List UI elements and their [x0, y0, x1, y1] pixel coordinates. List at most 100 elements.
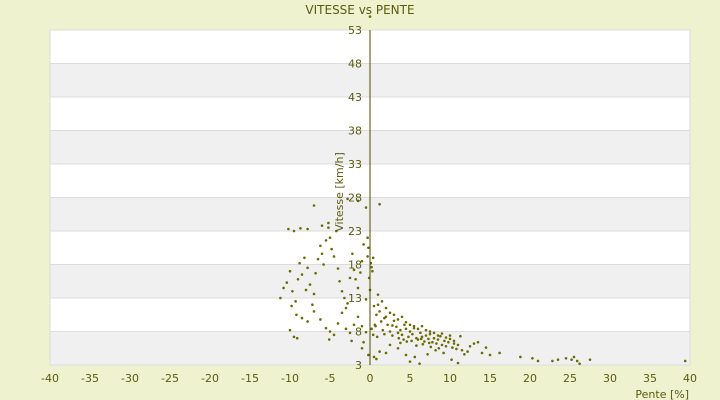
data-point	[330, 247, 333, 251]
data-point	[304, 288, 308, 292]
data-point	[439, 334, 442, 338]
data-point	[327, 338, 331, 341]
y-tick-label: 13	[348, 292, 362, 305]
data-point	[437, 346, 441, 350]
data-point	[294, 300, 297, 303]
data-point	[429, 345, 433, 349]
data-point	[371, 256, 375, 260]
y-tick-label: 33	[348, 158, 362, 171]
data-point	[447, 340, 450, 344]
data-point	[683, 359, 687, 363]
data-point	[352, 323, 356, 327]
data-point	[288, 328, 292, 332]
data-point	[332, 255, 336, 258]
data-point	[383, 316, 386, 320]
data-point	[327, 226, 330, 229]
data-point	[448, 334, 452, 337]
data-point	[416, 338, 420, 341]
data-point	[519, 355, 522, 359]
data-point	[306, 227, 309, 231]
data-point	[412, 324, 416, 328]
data-point	[424, 334, 428, 337]
data-point	[381, 328, 385, 332]
data-point	[472, 342, 476, 345]
data-point	[375, 357, 378, 361]
data-point	[408, 323, 412, 327]
data-point	[480, 351, 484, 355]
data-point	[287, 227, 290, 231]
y-tick-label: 38	[348, 125, 362, 138]
data-point	[367, 246, 370, 250]
data-point	[319, 244, 322, 248]
data-point	[407, 335, 410, 339]
data-point	[451, 346, 454, 349]
data-point	[336, 267, 340, 270]
y-tick-label: 8	[355, 326, 362, 339]
data-point	[412, 326, 416, 330]
data-point	[346, 302, 349, 305]
data-point	[436, 334, 440, 337]
data-point	[340, 311, 344, 315]
data-point	[531, 357, 534, 360]
data-point	[327, 221, 330, 225]
y-tick-label: 3	[355, 359, 362, 372]
data-point	[564, 357, 568, 360]
data-point	[403, 323, 406, 327]
data-point	[285, 281, 289, 284]
data-point	[306, 266, 309, 270]
data-point	[356, 286, 360, 290]
data-point	[588, 358, 592, 361]
data-point	[332, 333, 336, 337]
data-point	[374, 324, 377, 328]
data-point	[308, 283, 312, 286]
data-point	[426, 352, 429, 356]
data-point	[420, 335, 424, 339]
data-point	[378, 350, 381, 353]
data-point	[351, 252, 354, 256]
data-point	[364, 330, 368, 334]
data-point	[312, 310, 316, 313]
data-point	[466, 350, 469, 353]
data-point	[370, 265, 373, 269]
x-tick-labels: -40 -35 -30 -25 -20 -15 -10 -5 0 5 10 15 20 25 30 35 40	[41, 372, 697, 385]
data-point	[428, 332, 432, 336]
data-point	[391, 334, 394, 337]
data-point	[427, 341, 431, 345]
data-point	[456, 343, 460, 347]
data-point	[388, 343, 392, 347]
data-point	[360, 324, 364, 328]
x-tick-label: 10	[443, 372, 457, 385]
data-point	[282, 286, 285, 290]
data-point	[463, 352, 466, 356]
data-point	[450, 358, 453, 361]
y-tick-label: 23	[348, 225, 362, 238]
data-point	[303, 256, 306, 260]
data-point	[444, 336, 448, 339]
data-point	[336, 322, 340, 325]
data-point	[459, 334, 462, 338]
data-point	[370, 327, 373, 331]
x-tick-label: -15	[241, 372, 259, 385]
x-axis-label: Pente [%]	[635, 388, 689, 400]
y-tick-label: 18	[348, 259, 362, 272]
x-tick-label: 0	[367, 372, 374, 385]
data-point	[356, 315, 360, 319]
data-point	[372, 304, 376, 308]
data-point	[384, 306, 388, 310]
data-point	[431, 340, 434, 344]
data-point	[432, 331, 436, 335]
data-point	[354, 277, 357, 281]
data-point	[411, 332, 414, 336]
data-point	[299, 227, 302, 230]
data-point	[400, 315, 404, 319]
data-point	[420, 324, 424, 328]
data-point	[419, 331, 422, 335]
data-point	[484, 346, 488, 349]
data-point	[404, 327, 408, 331]
data-point	[396, 346, 400, 350]
data-point	[428, 330, 432, 333]
data-point	[448, 337, 452, 341]
data-point	[343, 296, 346, 300]
data-point	[442, 351, 445, 355]
x-tick-label: 5	[407, 372, 414, 385]
